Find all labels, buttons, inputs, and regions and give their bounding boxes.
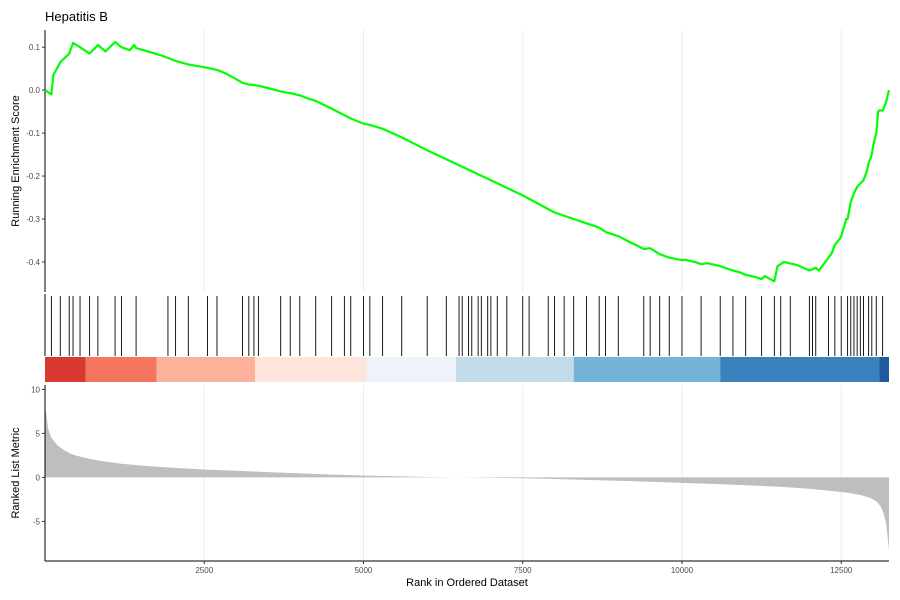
enrichment-y-tick-label: -0.4 xyxy=(26,258,40,267)
running-enrichment-panel: 0.1 0.0 -0.1 -0.2 -0.3 -0.4 Running Enrichmen… xyxy=(10,30,891,292)
rank-color-segment xyxy=(720,357,880,382)
metric-gridlines xyxy=(203,385,842,561)
enrichment-y-axis-title: Running Enrichment Score xyxy=(10,95,22,226)
enrichment-y-tick-label: -0.1 xyxy=(26,129,40,138)
metric-y-tick-label: 5 xyxy=(36,429,41,438)
metric-y-ticks: 10 5 0 -5 xyxy=(31,385,45,526)
gene-hit-marks xyxy=(50,296,884,356)
x-axis-tick-label: 7500 xyxy=(514,566,532,575)
chart-title: Hepatitis B xyxy=(45,9,108,24)
enrichment-y-tick-label: 0.1 xyxy=(29,43,41,52)
x-axis-tick-label: 10000 xyxy=(671,566,694,575)
running-enrichment-score-line xyxy=(44,40,891,283)
rank-color-segment xyxy=(573,357,721,382)
ranked-list-metric-area xyxy=(45,389,889,550)
enrichment-gridlines xyxy=(203,30,842,292)
metric-y-tick-label: 0 xyxy=(36,473,41,482)
x-axis-tick-label: 5000 xyxy=(355,566,373,575)
enrichment-y-tick-label: -0.2 xyxy=(26,172,40,181)
rank-color-segment xyxy=(455,357,574,382)
enrichment-y-ticks: 0.1 0.0 -0.1 -0.2 -0.3 -0.4 xyxy=(26,43,45,267)
x-axis-tick-label: 12500 xyxy=(830,566,853,575)
enrichment-y-tick-label: -0.3 xyxy=(26,215,40,224)
x-axis-ticks: 2500 5000 7500 10000 12500 xyxy=(195,561,853,575)
gene-set-hits-panel xyxy=(44,294,884,356)
rank-color-segment xyxy=(879,357,889,382)
metric-y-tick-label: 10 xyxy=(31,385,40,394)
x-axis-tick-label: 2500 xyxy=(195,566,213,575)
x-axis-title: Rank in Ordered Dataset xyxy=(406,577,528,589)
metric-y-tick-label: -5 xyxy=(33,517,41,526)
rank-color-segment xyxy=(255,357,367,382)
rank-color-segment xyxy=(366,357,456,382)
enrichment-y-tick-label: 0.0 xyxy=(29,86,41,95)
rank-color-segment xyxy=(85,357,157,382)
rank-color-band-panel xyxy=(45,357,889,382)
rank-color-segment xyxy=(156,357,256,382)
metric-y-axis-title: Ranked List Metric xyxy=(10,427,22,519)
ranked-list-metric-panel: 10 5 0 -5 2500 5000 7500 10000 12500 Ranked Lis… xyxy=(10,385,889,589)
rank-color-segment xyxy=(45,357,86,382)
